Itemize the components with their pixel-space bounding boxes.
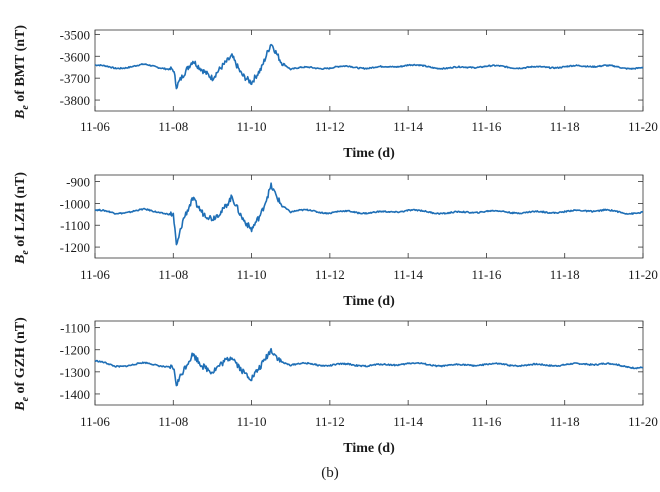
- x-tick-label: 11-20: [628, 414, 658, 429]
- x-tick-label: 11-08: [158, 267, 188, 282]
- panels: -3500 -3600 -3700 -3800 11-06 11-08 11-10 11-12…: [13, 25, 658, 456]
- plot-frame: [94, 29, 644, 112]
- x-tick-label: 11-12: [315, 119, 345, 134]
- x-axis-label: Time (d): [343, 441, 395, 456]
- y-tick-label: -3800: [60, 93, 90, 108]
- y-tick-label: -1300: [60, 365, 90, 380]
- series-line: [94, 347, 644, 387]
- y-tick-label: -1400: [60, 387, 90, 402]
- y-tick-label: -1100: [60, 321, 90, 336]
- x-tick-label: 11-18: [550, 119, 580, 134]
- x-tick-label: 11-14: [393, 267, 423, 282]
- y-tick-label: -1200: [60, 240, 90, 255]
- x-tick-label: 11-14: [393, 414, 423, 429]
- x-axis-label: Time (d): [343, 146, 395, 161]
- x-tick-label: 11-10: [237, 119, 267, 134]
- x-tick-label: 11-12: [315, 414, 345, 429]
- chart-panel-2: -900 -1000 -1100 -1200 11-06 11-08 11-10 11-12 1…: [13, 172, 658, 309]
- series-line: [95, 43, 644, 90]
- y-axis-label: Be of GZH (nT): [13, 317, 31, 412]
- y-axis-label: Be of BMT (nT): [13, 25, 31, 120]
- y-tick-label: -3700: [60, 71, 90, 86]
- x-tick-label: 11-06: [80, 267, 110, 282]
- x-tick-label: 11-06: [80, 414, 110, 429]
- plot-frame: [94, 174, 644, 259]
- x-tick-label: 11-18: [550, 267, 580, 282]
- x-tick-label: 11-10: [237, 414, 267, 429]
- y-tick-label: -1100: [60, 218, 90, 233]
- x-axis-label: Time (d): [343, 294, 395, 309]
- x-tick-label: 11-16: [471, 414, 501, 429]
- chart-panel-1: -3500 -3600 -3700 -3800 11-06 11-08 11-10 11-12…: [13, 25, 658, 161]
- x-tick-label: 11-18: [550, 414, 580, 429]
- y-tick-label: -3600: [60, 49, 90, 64]
- x-tick-label: 11-14: [393, 119, 423, 134]
- x-tick-label: 11-10: [237, 267, 267, 282]
- x-tick-label: 11-20: [628, 267, 658, 282]
- x-tick-label: 11-06: [80, 119, 110, 134]
- y-tick-label: -3500: [60, 27, 90, 42]
- series-line: [94, 182, 644, 246]
- y-tick-label: -1000: [60, 196, 90, 211]
- plot-frame: [94, 320, 644, 406]
- y-axis-label: Be of LZH (nT): [13, 172, 31, 265]
- figure-caption: (b): [321, 465, 339, 481]
- x-tick-label: 11-08: [158, 414, 188, 429]
- y-tick-label: -900: [66, 175, 90, 190]
- chart-panel-3: -1100 -1200 -1300 -1400 11-06 11-08 11-10 11-12…: [13, 317, 658, 456]
- x-tick-label: 11-20: [628, 119, 658, 134]
- x-tick-label: 11-12: [315, 267, 345, 282]
- x-tick-label: 11-16: [471, 267, 501, 282]
- x-tick-label: 11-08: [158, 119, 188, 134]
- y-tick-label: -1200: [60, 343, 90, 358]
- x-tick-label: 11-16: [471, 119, 501, 134]
